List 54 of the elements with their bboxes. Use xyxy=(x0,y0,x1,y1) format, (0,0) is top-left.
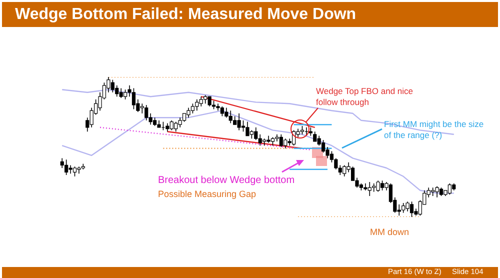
candlestick xyxy=(190,103,194,114)
candlestick xyxy=(90,107,94,128)
candlestick xyxy=(326,146,330,159)
candlestick xyxy=(132,88,136,110)
text: MM down xyxy=(370,227,410,238)
annotation: Wedge Top FBO and nice follow through xyxy=(316,86,414,108)
candlestick xyxy=(195,99,199,111)
candlestick xyxy=(60,158,64,168)
annotation: Breakout below Wedge bottom xyxy=(158,175,296,188)
candlestick xyxy=(241,120,246,132)
candlestick xyxy=(279,134,283,148)
candlestick xyxy=(266,135,270,144)
candlestick xyxy=(435,186,439,198)
candlestick xyxy=(322,140,326,153)
candlestick xyxy=(178,117,182,128)
annotation: Possible Measuring Gap xyxy=(158,189,258,200)
chart-title: Wedge Bottom Failed: Measured Move Down xyxy=(2,2,498,27)
candlestick xyxy=(216,103,220,111)
annotation: First MM might be the size of the range (?) xyxy=(384,119,484,140)
candlestick xyxy=(313,131,317,142)
candlestick xyxy=(237,113,241,131)
candlestick xyxy=(410,201,414,217)
candlestick xyxy=(72,166,77,177)
candlestick xyxy=(144,104,148,121)
candlestick xyxy=(406,201,410,212)
candlestick xyxy=(397,204,401,216)
candlestick xyxy=(64,159,68,176)
candlestick xyxy=(258,134,262,146)
candlestick xyxy=(110,79,114,93)
candlestick xyxy=(115,85,119,97)
candlestick xyxy=(372,183,376,192)
candlestick xyxy=(220,106,224,117)
candlestick xyxy=(77,166,81,174)
candlestick xyxy=(448,183,452,195)
candlestick xyxy=(376,180,380,192)
candlestick xyxy=(170,120,174,131)
candlestick xyxy=(228,110,232,124)
candlestick xyxy=(124,89,128,100)
candlestick xyxy=(342,164,346,177)
candlestick xyxy=(246,121,250,136)
candlestick xyxy=(68,164,72,174)
candlestick xyxy=(208,96,212,107)
candlestick xyxy=(284,138,288,149)
candlestick xyxy=(224,107,228,118)
candlestick xyxy=(140,103,144,114)
candlestick xyxy=(174,121,178,132)
candlestick xyxy=(254,127,258,140)
candlestick xyxy=(186,107,190,118)
candlestick xyxy=(119,88,123,98)
candlestick xyxy=(275,134,279,142)
candlestick xyxy=(199,96,203,107)
candlestick xyxy=(402,202,406,214)
candlestick xyxy=(380,180,384,191)
candlestick xyxy=(364,183,368,191)
